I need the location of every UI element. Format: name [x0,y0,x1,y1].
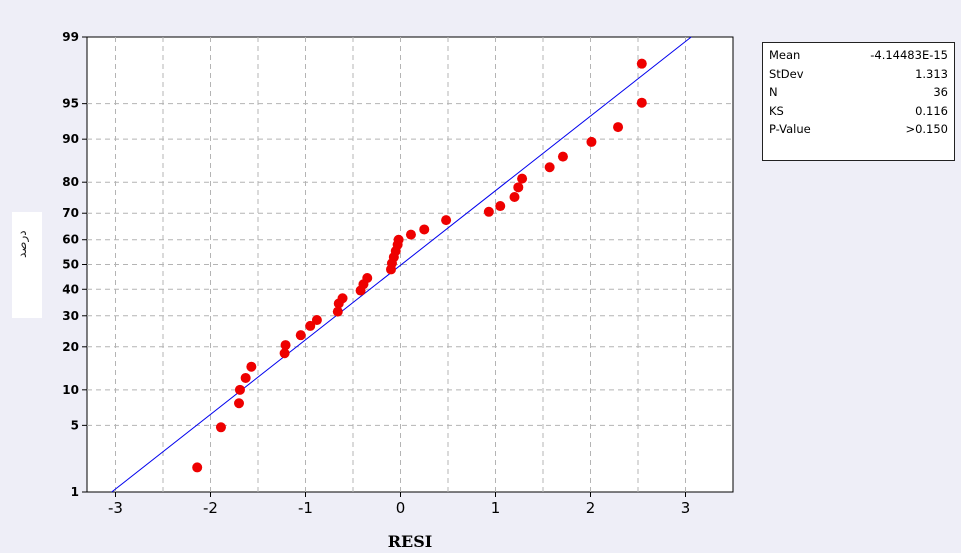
y-tick-label: 80 [62,175,79,189]
y-tick-label: 1 [71,485,79,499]
data-point [311,315,322,326]
data-point [240,372,251,383]
stat-value: 36 [933,85,948,100]
data-points [192,58,647,473]
data-point [544,162,555,173]
data-point [557,151,568,162]
data-point [393,234,404,245]
stat-row-stdev: StDev 1.313 [769,65,948,84]
data-point [246,361,257,372]
data-point [215,422,226,433]
data-point [636,97,647,108]
data-point [586,136,597,147]
data-point [517,173,528,184]
stat-label: Mean [769,48,801,62]
stat-value: 0.116 [915,103,948,118]
y-tick-label: 90 [62,132,79,146]
data-point [279,348,290,359]
stat-value: >0.150 [905,122,948,137]
x-axis-label: RESI [388,532,433,551]
y-tick-label: 95 [62,97,79,111]
y-axis-label-box [12,212,42,318]
data-point [337,293,348,304]
x-tick-label: 1 [491,499,501,517]
stat-label: KS [769,103,784,118]
x-tick-label: -1 [298,499,313,517]
data-point [513,182,524,193]
y-tick-label: 5 [71,418,79,432]
fit-line-group [111,36,692,493]
statistics-panel: Mean -4.14483E-15 StDev 1.313 N 36 KS 0.… [762,42,955,161]
data-point [362,273,373,284]
data-point [419,224,430,235]
y-tick-label: 50 [62,258,79,272]
data-point [295,330,306,341]
data-point [305,320,316,331]
axis-ticks: 1 5 10 20 30 40 50 60 70 80 90 95 99 -3 -2 -1 0 1 2 3 [62,30,690,517]
y-tick-label: 60 [62,233,79,247]
y-tick-label: 99 [62,30,79,44]
data-point [613,122,624,133]
stat-row-n: N 36 [769,83,948,102]
data-point [441,215,452,226]
stat-value: -4.14483E-15 [870,48,948,62]
data-point [509,191,520,202]
grid [87,37,733,492]
stat-row-ks: KS 0.116 [769,102,948,121]
stat-value: 1.313 [915,66,948,81]
stat-label: P-Value [769,122,811,137]
stat-row-pvalue: P-Value >0.150 [769,120,948,139]
data-point [495,201,506,212]
x-tick-label: 2 [586,499,596,517]
y-tick-label: 40 [62,282,79,296]
data-point [405,229,416,240]
x-tick-label: 0 [396,499,406,517]
data-point [234,398,244,409]
x-tick-label: -2 [203,499,218,517]
data-point [192,462,203,473]
data-point [234,384,245,395]
stat-label: StDev [769,66,804,81]
data-point [280,340,291,351]
y-tick-label: 30 [62,309,79,323]
data-point [636,58,647,69]
x-tick-label: -3 [108,499,123,517]
y-tick-label: 70 [62,206,79,220]
fit-line [111,36,692,493]
y-axis-label: درصد [15,230,29,258]
data-point [483,206,494,217]
y-tick-label: 20 [62,340,79,354]
x-tick-label: 3 [681,499,691,517]
plot-area [86,36,734,493]
stat-label: N [769,85,778,100]
y-tick-label: 10 [62,383,79,397]
data-point [332,306,343,317]
stat-row-mean: Mean -4.14483E-15 [769,46,948,65]
